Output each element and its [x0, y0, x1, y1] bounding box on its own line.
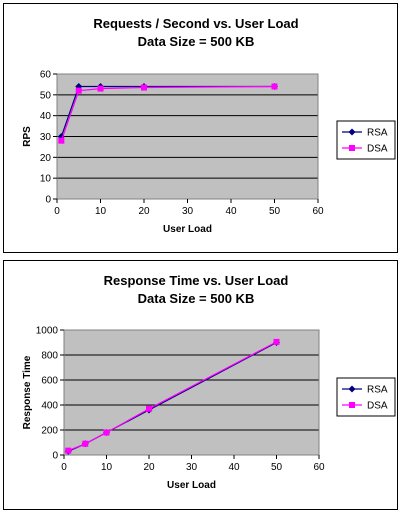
x-axis-ticks: 0 10 20 30 40 50 60 [61, 455, 325, 473]
legend-marker-rsa [348, 128, 356, 136]
x-tick-label: 0 [61, 462, 67, 473]
chart-title: Response Time vs. User Load [104, 273, 289, 288]
y-tick-label: 1000 [36, 326, 59, 337]
data-point-dsa [97, 85, 104, 92]
y-tick-label: 200 [41, 426, 58, 437]
x-tick-label: 40 [228, 462, 240, 473]
data-point-dsa [271, 83, 278, 90]
data-point-dsa [103, 429, 110, 436]
legend: RSA DSA [336, 377, 396, 417]
y-tick-label: 0 [45, 195, 51, 206]
x-tick-label: 20 [138, 206, 150, 217]
y-tick-label: 40 [40, 111, 52, 122]
x-tick-label: 30 [182, 206, 194, 217]
x-tick-label: 20 [143, 462, 155, 473]
y-axis-label: RPS [22, 126, 33, 147]
x-tick-label: 60 [312, 206, 324, 217]
x-tick-label: 50 [271, 462, 283, 473]
data-point-dsa [273, 338, 280, 345]
legend-marker-dsa [349, 145, 355, 151]
y-tick-label: 20 [40, 153, 52, 164]
data-point-dsa [75, 87, 82, 94]
plot-area [64, 330, 319, 455]
legend-label-rsa: RSA [367, 128, 388, 139]
y-tick-label: 800 [41, 351, 58, 362]
chart-subtitle: Data Size = 500 KB [138, 34, 255, 49]
rps-chart-svg: Requests / Second vs. User Load Data Siz… [22, 16, 396, 235]
legend-marker-rsa [348, 385, 356, 393]
x-tick-label: 50 [269, 206, 281, 217]
data-point-dsa [146, 405, 152, 412]
x-tick-label: 60 [313, 462, 325, 473]
rps-chart: Requests / Second vs. User Load Data Siz… [3, 3, 398, 253]
y-tick-label: 400 [41, 401, 58, 412]
data-point-dsa [82, 440, 89, 447]
response-time-chart: Response Time vs. User Load Data Size = … [3, 260, 398, 510]
legend-label-dsa: DSA [367, 144, 388, 155]
legend-label-rsa: RSA [367, 385, 388, 396]
legend: RSA DSA [336, 120, 396, 160]
data-point-dsa [58, 137, 65, 144]
data-series [57, 83, 278, 144]
y-tick-label: 30 [40, 132, 52, 143]
y-tick-label: 600 [41, 376, 58, 387]
chart-title: Requests / Second vs. User Load [93, 16, 298, 31]
x-axis-ticks: 0 10 20 30 40 50 60 [54, 199, 324, 217]
data-series [64, 338, 280, 455]
legend-marker-dsa [349, 402, 355, 408]
x-axis-label: User Load [163, 224, 212, 235]
x-tick-label: 30 [186, 462, 198, 473]
data-point-dsa [141, 84, 147, 91]
chart-subtitle: Data Size = 500 KB [138, 291, 255, 306]
y-axis-ticks: 0 10 20 30 40 50 60 [40, 70, 57, 206]
data-point-dsa [65, 447, 72, 454]
y-tick-label: 50 [40, 90, 52, 101]
y-tick-label: 60 [40, 70, 52, 81]
legend-label-dsa: DSA [367, 401, 388, 412]
x-tick-label: 0 [54, 206, 60, 217]
x-axis-label: User Load [167, 480, 216, 491]
response-time-chart-svg: Response Time vs. User Load Data Size = … [22, 273, 396, 491]
x-tick-label: 10 [101, 462, 113, 473]
y-tick-label: 10 [40, 174, 52, 185]
y-axis-ticks: 0 200 400 600 800 1000 [36, 326, 64, 462]
x-tick-label: 40 [225, 206, 237, 217]
x-tick-label: 10 [95, 206, 107, 217]
y-axis-label: Response Time [22, 355, 33, 429]
y-tick-label: 0 [52, 451, 58, 462]
